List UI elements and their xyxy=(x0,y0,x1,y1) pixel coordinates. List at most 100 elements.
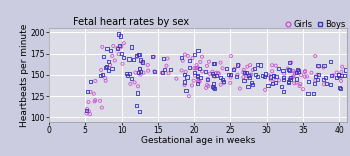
Point xyxy=(212,87,218,90)
Point xyxy=(203,87,209,89)
Point xyxy=(237,87,243,90)
Point xyxy=(228,82,233,84)
Point xyxy=(186,67,192,69)
Point xyxy=(103,67,108,69)
Point xyxy=(110,55,115,57)
Point xyxy=(244,71,250,73)
Point xyxy=(285,67,290,70)
Point xyxy=(165,57,170,60)
Point xyxy=(258,64,264,66)
Point xyxy=(276,79,282,82)
Point xyxy=(290,70,296,72)
Point xyxy=(297,85,302,87)
Point xyxy=(183,89,189,92)
Point xyxy=(134,56,140,58)
Point xyxy=(192,72,198,74)
Point xyxy=(225,74,231,76)
Point xyxy=(92,99,98,101)
Point xyxy=(302,76,308,78)
Point xyxy=(287,61,293,63)
Point xyxy=(204,65,210,67)
Point xyxy=(312,82,317,85)
Point xyxy=(234,64,240,66)
Point xyxy=(192,74,198,77)
Point xyxy=(199,56,205,58)
Point xyxy=(338,80,344,82)
Point xyxy=(99,46,105,48)
Point xyxy=(342,74,347,76)
Point xyxy=(138,59,143,61)
Point xyxy=(231,68,236,71)
Point xyxy=(159,71,165,74)
Point xyxy=(134,105,139,107)
Point xyxy=(121,42,127,44)
Point xyxy=(198,76,203,78)
Point xyxy=(100,73,105,76)
Point xyxy=(247,64,253,66)
Point xyxy=(270,82,276,85)
Point xyxy=(210,71,215,73)
Point xyxy=(125,74,130,77)
Point xyxy=(240,71,246,74)
Point xyxy=(281,79,286,81)
Point xyxy=(263,73,268,75)
Point xyxy=(120,63,125,65)
Point xyxy=(191,67,197,70)
Point xyxy=(245,85,251,88)
Point xyxy=(221,82,227,84)
Point xyxy=(211,75,217,77)
Point xyxy=(302,70,308,72)
Point xyxy=(218,77,223,79)
Point xyxy=(281,73,287,75)
Point xyxy=(104,65,109,67)
Point xyxy=(118,52,124,54)
Point xyxy=(275,67,281,70)
Point xyxy=(128,77,134,79)
Point xyxy=(254,76,260,78)
Point xyxy=(259,74,265,77)
Point xyxy=(105,69,111,72)
Point xyxy=(126,73,132,75)
Point xyxy=(296,70,301,72)
Point xyxy=(233,76,239,78)
Point xyxy=(178,57,184,59)
Point xyxy=(196,80,202,83)
Point xyxy=(140,61,145,63)
Point xyxy=(179,69,184,72)
Point xyxy=(137,67,142,69)
Point xyxy=(91,93,97,95)
Point xyxy=(212,75,218,78)
Point xyxy=(338,87,344,90)
Point xyxy=(236,64,241,66)
Point xyxy=(298,74,304,76)
Point xyxy=(194,64,199,66)
Point xyxy=(211,62,216,64)
Point xyxy=(273,64,279,67)
Point xyxy=(245,66,250,68)
Point xyxy=(343,69,348,71)
Point xyxy=(338,71,344,73)
Point xyxy=(315,78,321,80)
Point xyxy=(250,69,255,71)
Point xyxy=(265,84,271,87)
Point xyxy=(195,49,201,52)
Point xyxy=(92,80,98,82)
Point xyxy=(197,67,203,70)
Point xyxy=(262,89,268,91)
Point xyxy=(180,59,186,62)
Point xyxy=(323,76,329,79)
Point xyxy=(129,46,135,48)
Point xyxy=(118,35,123,37)
Point xyxy=(287,69,293,71)
Point xyxy=(253,73,258,76)
Point xyxy=(211,82,216,85)
Point xyxy=(152,70,157,72)
Point xyxy=(302,71,308,73)
Point xyxy=(134,54,139,56)
Point xyxy=(182,53,188,56)
Point xyxy=(273,75,279,78)
Point xyxy=(132,81,138,84)
Point xyxy=(207,73,212,75)
Point xyxy=(292,73,298,75)
Point xyxy=(109,68,115,70)
